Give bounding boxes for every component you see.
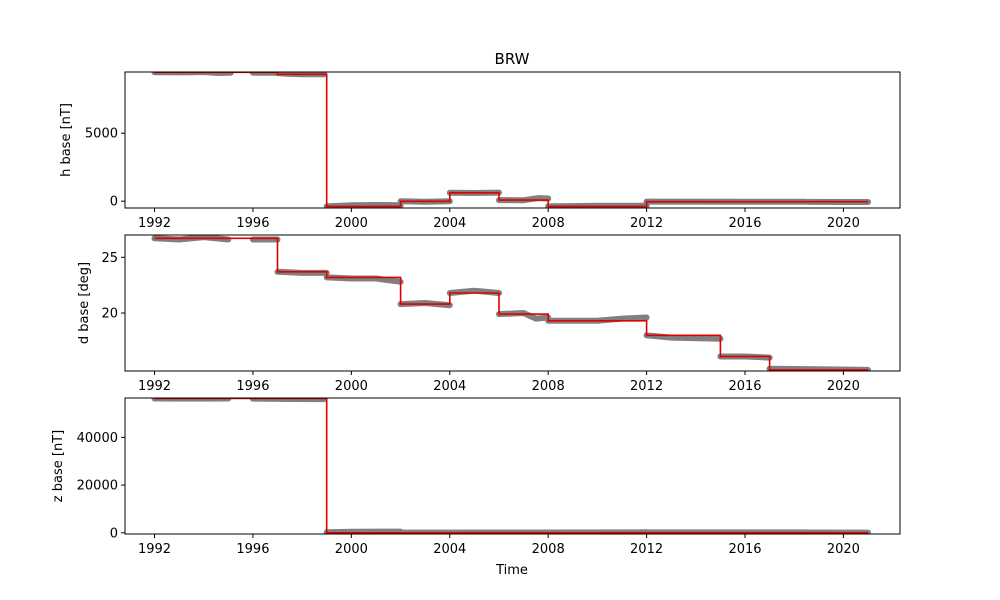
- z-base-xtick-label-2020: 2020: [827, 542, 860, 557]
- h-base-ylabel: h base [nT]: [59, 103, 74, 177]
- d-base-xtick-label-2004: 2004: [433, 379, 466, 394]
- h-base-xtick-label-2004: 2004: [433, 216, 466, 231]
- chart-title: BRW: [495, 50, 530, 68]
- h-base-xtick-label-2000: 2000: [335, 216, 368, 231]
- z-base-xtick-label-2000: 2000: [335, 542, 368, 557]
- x-axis-label: Time: [495, 563, 528, 578]
- h-base-xtick-label-1996: 1996: [236, 216, 269, 231]
- h-base-baseline-line: [154, 72, 868, 208]
- z-base-xtick-label-2012: 2012: [630, 542, 663, 557]
- d-base-xtick-label-2012: 2012: [630, 379, 663, 394]
- z-base-ytick-label-40000: 40000: [77, 431, 118, 446]
- d-base-axes-frame: [124, 234, 901, 372]
- z-base-ylabel: z base [nT]: [51, 430, 66, 502]
- z-base-xtick-label-2004: 2004: [433, 542, 466, 557]
- d-base-baseline-line: [154, 237, 868, 371]
- d-base-ytick-label-20: 20: [101, 307, 118, 322]
- h-base-xtick-label-2012: 2012: [630, 216, 663, 231]
- h-base-xtick-label-2016: 2016: [728, 216, 761, 231]
- h-base-ytick-label-0: 0: [110, 195, 118, 210]
- z-base-axes-frame: [124, 397, 901, 535]
- h-base-panel: 1992 1996 2000 2004 2008 2012 2016 2020 0 5000: [85, 71, 901, 231]
- d-base-xtick-label-2020: 2020: [827, 379, 860, 394]
- z-base-xtick-label-2008: 2008: [532, 542, 565, 557]
- d-base-ytick-label-25: 25: [101, 251, 118, 266]
- h-base-axes-frame: [124, 71, 901, 209]
- z-base-xtick-label-1992: 1992: [138, 542, 171, 557]
- z-base-plot-area: [151, 398, 871, 534]
- z-base-xtick-label-2016: 2016: [728, 542, 761, 557]
- h-base-xtick-label-1992: 1992: [138, 216, 171, 231]
- d-base-xtick-label-2000: 2000: [335, 379, 368, 394]
- d-base-xtick-label-1992: 1992: [138, 379, 171, 394]
- h-base-ytick-label-5000: 5000: [85, 127, 118, 142]
- z-base-ytick-label-20000: 20000: [77, 479, 118, 494]
- z-base-baseline-line: [154, 398, 868, 534]
- d-base-xtick-label-2008: 2008: [532, 379, 565, 394]
- d-base-xtick-label-2016: 2016: [728, 379, 761, 394]
- z-base-xtick-label-1996: 1996: [236, 542, 269, 557]
- h-base-xtick-label-2020: 2020: [827, 216, 860, 231]
- d-base-ylabel: d base [deg]: [77, 262, 92, 344]
- d-base-xtick-label-1996: 1996: [236, 379, 269, 394]
- h-base-xtick-label-2008: 2008: [532, 216, 565, 231]
- h-base-plot-area: [151, 72, 871, 208]
- d-base-plot-area: [151, 235, 871, 371]
- z-base-panel: 1992 1996 2000 2004 2008 2012 2016 2020 0 20000 40…: [77, 397, 901, 557]
- z-base-ytick-label-0: 0: [110, 526, 118, 541]
